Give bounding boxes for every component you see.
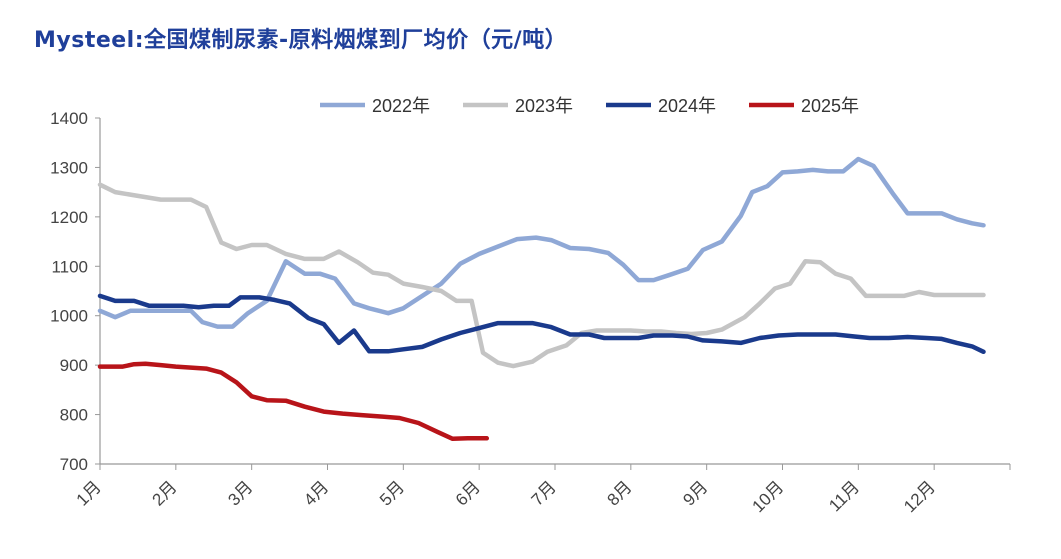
y-tick-label: 800 bbox=[60, 406, 88, 425]
series-line-2025年 bbox=[97, 361, 490, 442]
x-tick-label: 10月 bbox=[748, 477, 787, 516]
legend-label: 2024年 bbox=[658, 96, 716, 116]
x-tick-label: 9月 bbox=[679, 477, 711, 509]
x-tick-label: 3月 bbox=[224, 477, 256, 509]
y-tick-label: 1200 bbox=[50, 208, 88, 227]
series-line-2022年 bbox=[97, 156, 986, 329]
x-tick-label: 7月 bbox=[528, 477, 560, 509]
legend-label: 2022年 bbox=[372, 96, 430, 116]
y-tick-label: 1100 bbox=[51, 257, 88, 276]
legend-label: 2025年 bbox=[801, 96, 859, 116]
series-line-2024年 bbox=[97, 293, 986, 355]
series-line-2023年 bbox=[97, 182, 986, 369]
x-tick-label: 1月 bbox=[73, 477, 105, 509]
y-tick-label: 1400 bbox=[50, 109, 88, 128]
x-tick-label: 8月 bbox=[604, 477, 636, 509]
y-tick-label: 1300 bbox=[50, 158, 88, 177]
x-tick-label: 6月 bbox=[452, 477, 484, 509]
x-tick-label: 5月 bbox=[376, 477, 408, 509]
x-tick-label: 2月 bbox=[149, 477, 181, 509]
y-tick-label: 700 bbox=[60, 455, 88, 474]
y-tick-label: 1000 bbox=[50, 307, 88, 326]
x-tick-label: 11月 bbox=[825, 477, 863, 515]
x-tick-label: 4月 bbox=[300, 477, 332, 509]
legend-label: 2023年 bbox=[515, 96, 573, 116]
y-tick-label: 900 bbox=[60, 356, 88, 375]
chart-title: Mysteel:全国煤制尿素-原料烟煤到厂均价（元/吨） bbox=[34, 28, 568, 53]
x-tick-label: 12月 bbox=[900, 477, 939, 516]
